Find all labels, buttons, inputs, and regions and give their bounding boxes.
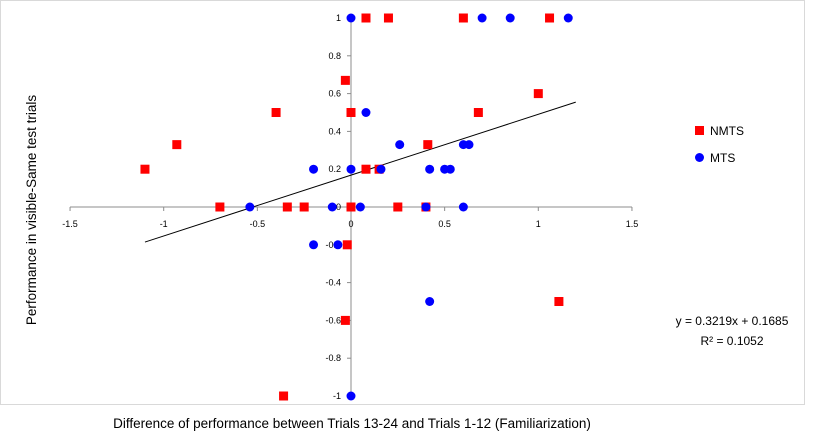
legend-label-mts: MTS (710, 151, 735, 165)
x-axis-title: Difference of performance between Trials… (113, 416, 591, 431)
y-tick-label: -0.2 (325, 240, 341, 250)
point-nmts (473, 108, 483, 117)
point-mts (346, 13, 356, 23)
x-tick-label: 1 (536, 219, 541, 229)
x-tick-label: -1 (160, 219, 168, 229)
point-nmts (215, 202, 225, 212)
x-tick-label: 1.5 (626, 219, 639, 229)
point-nmts (271, 108, 281, 117)
point-nmts (342, 240, 352, 250)
point-nmts (140, 164, 150, 174)
chart-frame (0, 0, 805, 405)
point-nmts (361, 164, 371, 174)
point-mts (425, 164, 435, 174)
point-mts (458, 202, 468, 212)
point-nmts (279, 391, 289, 401)
legend-label-nmts: NMTS (710, 124, 744, 138)
tick-labels: -1.5 -1 -0.5 0 0.5 1 1.5 1 0.8 0.6 0.4 0.2 0 -0.2 -0.4… (62, 13, 638, 401)
point-mts (464, 140, 474, 150)
point-mts (505, 13, 515, 23)
point-mts (309, 240, 319, 250)
legend: NMTS MTS (695, 124, 744, 165)
x-tick-label: -1.5 (62, 219, 78, 229)
y-tick-label: 0.4 (328, 126, 341, 136)
y-tick-label: 0 (336, 202, 341, 212)
point-mts (346, 164, 356, 174)
point-mts (425, 297, 435, 306)
point-mts (477, 13, 487, 23)
point-nmts (393, 202, 403, 212)
x-tick-label: 0 (348, 219, 353, 229)
trendline (144, 101, 576, 243)
point-mts (376, 164, 386, 174)
trendline-group (144, 101, 576, 243)
legend-marker-mts (695, 153, 704, 162)
point-nmts (340, 315, 350, 325)
point-nmts (172, 140, 182, 150)
y-tick-label: -0.6 (325, 315, 341, 325)
point-mts (245, 202, 255, 212)
legend-marker-nmts (695, 126, 704, 135)
point-nmts (545, 13, 555, 23)
point-nmts (299, 202, 309, 212)
x-tick-label: -0.5 (250, 219, 266, 229)
point-mts (333, 240, 343, 250)
data-points (140, 13, 573, 401)
point-mts (421, 202, 431, 212)
point-mts (361, 108, 371, 117)
trendline-equation: y = 0.3219x + 0.1685 (676, 314, 789, 328)
point-nmts (346, 108, 356, 117)
point-nmts (533, 89, 543, 99)
point-nmts (361, 13, 371, 23)
point-mts (346, 391, 356, 401)
point-mts (563, 13, 573, 23)
y-tick-label: 0.6 (328, 89, 341, 99)
point-nmts (346, 202, 356, 212)
y-tick-label: -1 (333, 391, 341, 401)
y-tick-label: 1 (336, 13, 341, 23)
x-tick-label: 0.5 (438, 219, 451, 229)
y-tick-label: -0.8 (325, 353, 341, 363)
point-nmts (458, 13, 468, 23)
y-tick-label: -0.4 (325, 278, 341, 288)
point-nmts (282, 202, 292, 212)
point-mts (355, 202, 365, 212)
trendline-r-squared: R² = 0.1052 (700, 334, 763, 348)
point-mts (445, 164, 455, 174)
point-mts (309, 164, 319, 174)
point-mts (327, 202, 337, 212)
y-tick-label: 0.8 (328, 51, 341, 61)
point-mts (395, 140, 405, 150)
point-nmts (554, 297, 564, 306)
point-nmts (340, 75, 350, 85)
point-nmts (383, 13, 393, 23)
y-axis-title: Performance in visible-Same test trials (24, 95, 39, 326)
point-nmts (423, 140, 433, 150)
y-tick-label: 0.2 (328, 164, 341, 174)
